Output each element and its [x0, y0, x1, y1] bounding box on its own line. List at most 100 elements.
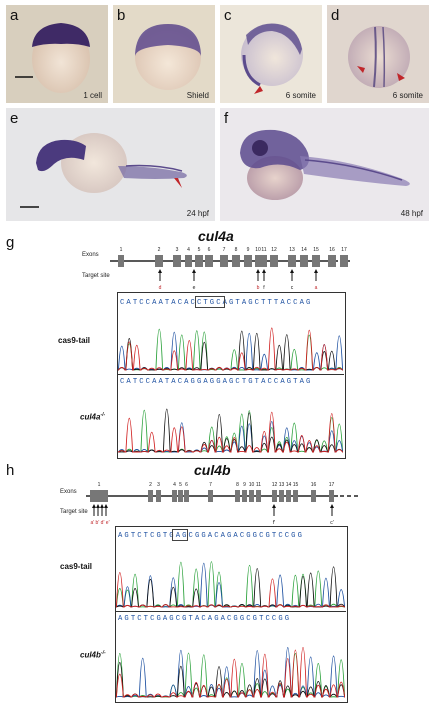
exon-11	[256, 490, 261, 502]
exon-number: 14	[301, 247, 307, 253]
exon-number: 9	[247, 247, 250, 253]
exon-number: 4	[187, 247, 190, 253]
panel-label-h: h	[6, 462, 15, 479]
exon-number: 11	[256, 482, 261, 488]
target-arrowhead	[256, 269, 260, 273]
gene-title-cul4a: cul4a	[198, 228, 234, 244]
target-arrowhead	[314, 269, 318, 273]
exon-6	[205, 255, 213, 267]
sequence-mut-h: AGTCTCGAGCGTACAGACGGCGTCCGG	[118, 615, 292, 623]
panel-label-g: g	[6, 234, 15, 251]
exon-number: 2	[158, 247, 161, 253]
trace-channel	[116, 653, 345, 698]
exon-12	[272, 490, 277, 502]
target-arrowhead	[158, 269, 162, 273]
exon-11	[261, 255, 267, 267]
exon-17	[340, 255, 348, 267]
divider-g	[117, 374, 344, 375]
exon-number: 12	[271, 247, 277, 253]
target-label-h: Target site	[60, 509, 88, 515]
exon-15	[312, 255, 320, 267]
exon-2	[148, 490, 153, 502]
cul4b-gene-structure: 1 2 3 4 5 6 7 8 9 10 11 12 13 14 15 16 17 f' c'a' b' d' e…	[86, 482, 358, 526]
exon-number: 16	[311, 482, 317, 488]
exon-number: 10	[255, 247, 261, 253]
row-label-cas9-tail-g: cas9-tail	[58, 336, 91, 345]
target-site-label-group: a' b' d' e'	[90, 520, 109, 526]
target-site-label: c	[291, 285, 294, 291]
exon-number: 7	[209, 482, 212, 488]
panel-label-a: a	[10, 7, 19, 24]
exon-6	[184, 490, 189, 502]
chromatogram-cul4b-mutant	[116, 646, 345, 698]
embryo-6somite-lateral-image	[241, 23, 303, 94]
panel-label-c: c	[224, 7, 232, 24]
panel-f: f 48 hpf	[220, 108, 429, 221]
exon-number: 3	[176, 247, 179, 253]
chromatogram-box-h	[115, 526, 348, 703]
exon-5	[195, 255, 203, 267]
target-site-label: f	[263, 285, 265, 291]
mutant-gene-name-h: cul4b	[80, 650, 101, 660]
exon-number: 1	[120, 247, 123, 253]
exon-number: 13	[289, 247, 295, 253]
mutant-gene-name-g: cul4a	[80, 412, 101, 422]
exon-14	[286, 490, 291, 502]
exon-number: 3	[157, 482, 160, 488]
embryo-48hpf-image	[240, 129, 410, 200]
target-site-label: d	[159, 285, 162, 291]
embryo-24hpf-image	[20, 133, 187, 208]
chromatogram-cul4a-mutant	[118, 409, 343, 453]
target-arrowhead	[100, 504, 104, 508]
target-arrowhead	[272, 504, 276, 508]
exon-number: 9	[243, 482, 246, 488]
target-site-label: e	[193, 285, 196, 291]
exon-10	[249, 490, 254, 502]
stage-label-c: 6 somite	[285, 91, 316, 100]
exon-1	[118, 255, 124, 267]
exon-8	[235, 490, 240, 502]
exon-10	[255, 255, 261, 267]
trace-channel	[116, 647, 345, 698]
stage-label-f: 48 hpf	[400, 209, 423, 218]
exon-number: 13	[279, 482, 285, 488]
sequence-wt-h: AGTCTCGTGAGCGGACAGACGGCGTCCGG	[118, 532, 304, 540]
target-site-box-g	[195, 296, 225, 308]
exon-number: 7	[223, 247, 226, 253]
row-label-mutant-h: cul4b-/-	[80, 650, 106, 660]
exon-7	[208, 490, 213, 502]
exon-13	[279, 490, 284, 502]
panel-a: a 1 cell	[6, 5, 108, 103]
panel-b: b Shield	[113, 5, 215, 103]
panel-e: e 24 hpf	[6, 108, 215, 221]
exon-number: 15	[313, 247, 319, 253]
target-arrowhead	[330, 504, 334, 508]
exon-number: 14	[286, 482, 292, 488]
trace-channel	[118, 329, 343, 371]
embryo-6somite-dorsal-image	[348, 26, 410, 88]
target-arrowhead	[92, 504, 96, 508]
trace-channel	[118, 409, 343, 453]
target-arrowhead	[290, 269, 294, 273]
exon-7	[220, 255, 228, 267]
exon-number: 10	[249, 482, 255, 488]
chromatogram-cas9-tail-a	[118, 327, 343, 371]
exon-number: 1	[98, 482, 101, 488]
target-arrowhead	[262, 269, 266, 273]
embryo-shield-image	[135, 24, 201, 90]
panel-d: d 6 somite	[327, 5, 429, 103]
gene-title-cul4b: cul4b	[194, 462, 231, 478]
exon-number: 5	[198, 247, 201, 253]
divider-h	[115, 611, 346, 612]
trace-channel	[118, 330, 343, 371]
exon-number: 8	[235, 247, 238, 253]
exon-number: 5	[179, 482, 182, 488]
exon-14	[300, 255, 308, 267]
exon-5	[178, 490, 183, 502]
panel-label-f: f	[224, 110, 229, 127]
stage-label-e: 24 hpf	[186, 209, 209, 218]
row-label-mutant-g: cul4a-/-	[80, 412, 105, 422]
exon-number: 17	[329, 482, 335, 488]
trace-channel	[116, 566, 345, 608]
exon-4	[185, 255, 192, 267]
